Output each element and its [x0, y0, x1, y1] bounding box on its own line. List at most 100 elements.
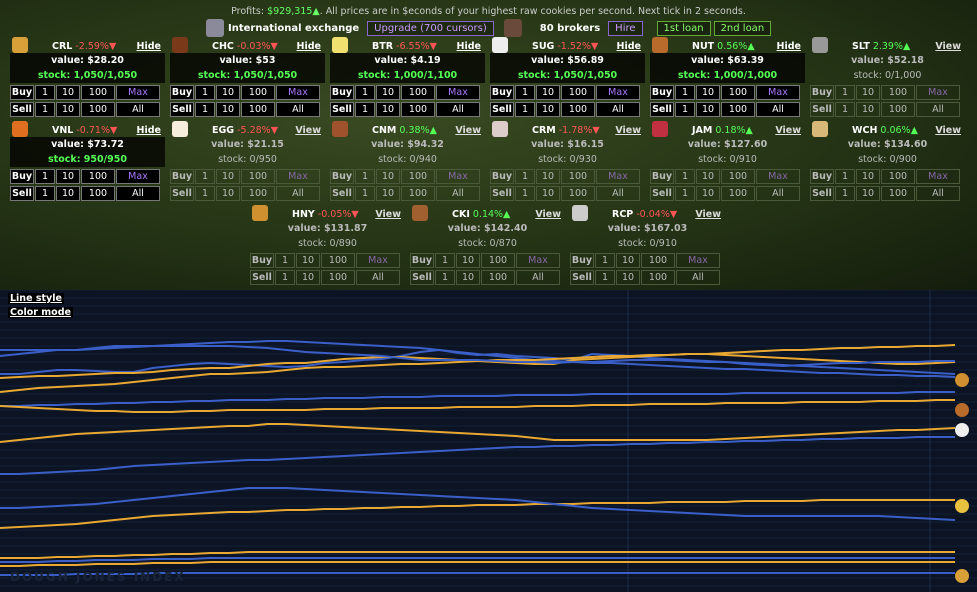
loan1-button[interactable]: 1st loan [656, 20, 711, 36]
sell-all-button[interactable]: All [116, 101, 160, 117]
view-button[interactable]: View [775, 125, 801, 136]
view-button[interactable]: View [935, 125, 961, 136]
buy-100-button[interactable]: 100 [321, 252, 355, 268]
loan2-button[interactable]: 2nd loan [713, 20, 772, 36]
sell-all-button[interactable]: All [516, 269, 560, 285]
sell-10-button[interactable]: 10 [856, 101, 880, 117]
sell-all-button[interactable]: All [356, 269, 400, 285]
buy-100-button[interactable]: 100 [81, 168, 115, 184]
buy-1-button[interactable]: 1 [35, 84, 55, 100]
hide-button[interactable]: Hide [456, 41, 481, 52]
sell-10-button[interactable]: 10 [616, 269, 640, 285]
buy-max-button[interactable]: Max [116, 168, 160, 184]
buy-100-button[interactable]: 100 [881, 84, 915, 100]
sell-all-button[interactable]: All [756, 185, 800, 201]
sell-1-button[interactable]: 1 [275, 269, 295, 285]
sell-all-button[interactable]: All [596, 101, 640, 117]
buy-max-button[interactable]: Max [916, 168, 960, 184]
buy-max-button[interactable]: Max [436, 84, 480, 100]
sell-10-button[interactable]: 10 [216, 101, 240, 117]
view-button[interactable]: View [615, 125, 641, 136]
view-button[interactable]: View [295, 125, 321, 136]
sell-100-button[interactable]: 100 [561, 101, 595, 117]
sell-100-button[interactable]: 100 [401, 185, 435, 201]
sell-100-button[interactable]: 100 [401, 101, 435, 117]
color-mode-toggle[interactable]: Color mode [8, 307, 73, 318]
buy-1-button[interactable]: 1 [835, 168, 855, 184]
hide-button[interactable]: Hide [136, 125, 161, 136]
sell-10-button[interactable]: 10 [856, 185, 880, 201]
sell-100-button[interactable]: 100 [721, 185, 755, 201]
sell-1-button[interactable]: 1 [35, 185, 55, 201]
sell-10-button[interactable]: 10 [216, 185, 240, 201]
buy-100-button[interactable]: 100 [241, 84, 275, 100]
sell-10-button[interactable]: 10 [696, 101, 720, 117]
buy-max-button[interactable]: Max [756, 168, 800, 184]
sell-10-button[interactable]: 10 [376, 185, 400, 201]
buy-1-button[interactable]: 1 [355, 84, 375, 100]
sell-1-button[interactable]: 1 [675, 185, 695, 201]
sell-10-button[interactable]: 10 [56, 185, 80, 201]
sell-10-button[interactable]: 10 [696, 185, 720, 201]
buy-100-button[interactable]: 100 [81, 84, 115, 100]
buy-10-button[interactable]: 10 [696, 84, 720, 100]
buy-max-button[interactable]: Max [916, 84, 960, 100]
sell-1-button[interactable]: 1 [355, 185, 375, 201]
buy-100-button[interactable]: 100 [721, 168, 755, 184]
sell-10-button[interactable]: 10 [296, 269, 320, 285]
buy-1-button[interactable]: 1 [515, 84, 535, 100]
hide-button[interactable]: Hide [776, 41, 801, 52]
buy-100-button[interactable]: 100 [641, 252, 675, 268]
sell-10-button[interactable]: 10 [376, 101, 400, 117]
sell-100-button[interactable]: 100 [241, 185, 275, 201]
sell-1-button[interactable]: 1 [35, 101, 55, 117]
buy-10-button[interactable]: 10 [856, 168, 880, 184]
sell-all-button[interactable]: All [676, 269, 720, 285]
sell-1-button[interactable]: 1 [515, 101, 535, 117]
buy-max-button[interactable]: Max [436, 168, 480, 184]
sell-1-button[interactable]: 1 [355, 101, 375, 117]
buy-1-button[interactable]: 1 [515, 168, 535, 184]
sell-all-button[interactable]: All [916, 101, 960, 117]
buy-10-button[interactable]: 10 [536, 168, 560, 184]
sell-1-button[interactable]: 1 [835, 185, 855, 201]
buy-100-button[interactable]: 100 [481, 252, 515, 268]
sell-1-button[interactable]: 1 [595, 269, 615, 285]
buy-max-button[interactable]: Max [596, 168, 640, 184]
sell-100-button[interactable]: 100 [881, 101, 915, 117]
sell-1-button[interactable]: 1 [675, 101, 695, 117]
buy-100-button[interactable]: 100 [401, 168, 435, 184]
buy-10-button[interactable]: 10 [376, 168, 400, 184]
buy-100-button[interactable]: 100 [241, 168, 275, 184]
buy-1-button[interactable]: 1 [435, 252, 455, 268]
sell-10-button[interactable]: 10 [456, 269, 480, 285]
sell-1-button[interactable]: 1 [835, 101, 855, 117]
buy-10-button[interactable]: 10 [616, 252, 640, 268]
sell-all-button[interactable]: All [916, 185, 960, 201]
buy-1-button[interactable]: 1 [275, 252, 295, 268]
buy-1-button[interactable]: 1 [675, 168, 695, 184]
sell-all-button[interactable]: All [436, 185, 480, 201]
sell-100-button[interactable]: 100 [721, 101, 755, 117]
buy-max-button[interactable]: Max [676, 252, 720, 268]
sell-all-button[interactable]: All [756, 101, 800, 117]
buy-1-button[interactable]: 1 [835, 84, 855, 100]
buy-1-button[interactable]: 1 [35, 168, 55, 184]
buy-10-button[interactable]: 10 [536, 84, 560, 100]
sell-all-button[interactable]: All [276, 185, 320, 201]
buy-100-button[interactable]: 100 [561, 168, 595, 184]
upgrade-button[interactable]: Upgrade (700 cursors) [367, 20, 494, 36]
buy-100-button[interactable]: 100 [561, 84, 595, 100]
sell-1-button[interactable]: 1 [435, 269, 455, 285]
buy-10-button[interactable]: 10 [456, 252, 480, 268]
buy-100-button[interactable]: 100 [881, 168, 915, 184]
sell-1-button[interactable]: 1 [195, 101, 215, 117]
sell-all-button[interactable]: All [276, 101, 320, 117]
buy-1-button[interactable]: 1 [195, 168, 215, 184]
sell-all-button[interactable]: All [436, 101, 480, 117]
view-button[interactable]: View [455, 125, 481, 136]
buy-max-button[interactable]: Max [356, 252, 400, 268]
buy-10-button[interactable]: 10 [296, 252, 320, 268]
sell-100-button[interactable]: 100 [641, 269, 675, 285]
buy-10-button[interactable]: 10 [56, 84, 80, 100]
